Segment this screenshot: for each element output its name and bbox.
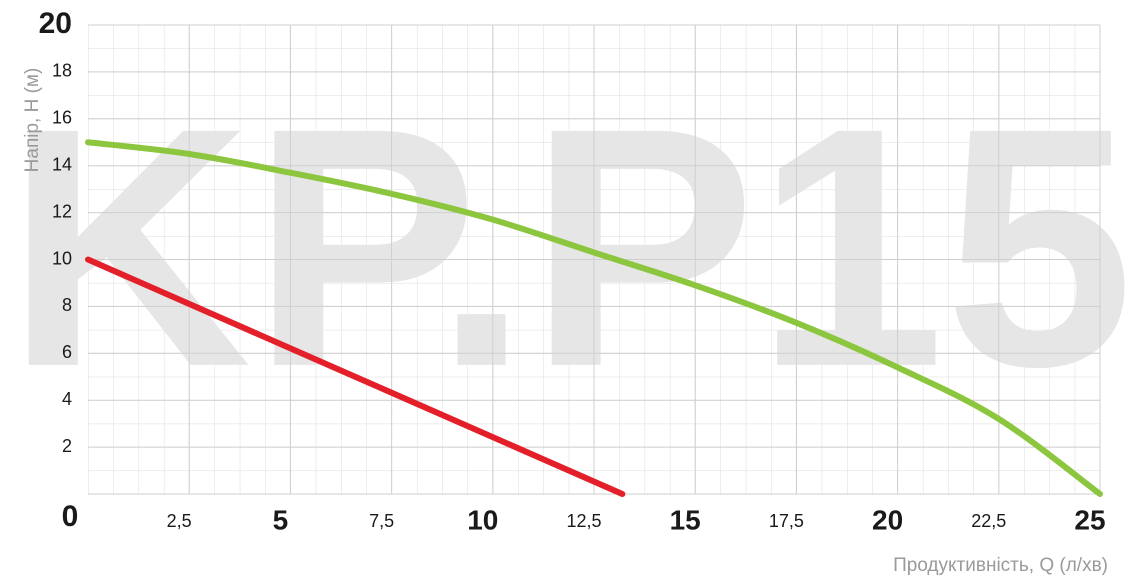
x-axis-label: Продуктивність, Q (л/хв) [893, 555, 1108, 576]
x-tick-label: 17,5 [769, 511, 804, 531]
y-tick-label: 2 [62, 436, 72, 456]
x-tick-label: 20 [872, 504, 903, 535]
y-axis-label: Напір, H (м) [22, 68, 43, 173]
y-tick-label: 8 [62, 295, 72, 315]
x-tick-label: 10 [467, 504, 498, 535]
x-tick-label: 2,5 [167, 511, 192, 531]
y-tick-label: 6 [62, 342, 72, 362]
x-tick-label: 12,5 [566, 511, 601, 531]
x-tick-label: 7,5 [369, 511, 394, 531]
watermark: KP.P15 [6, 58, 1126, 438]
y-tick-label: 14 [52, 154, 72, 174]
y-tick-label: 18 [52, 61, 72, 81]
curve [85, 256, 626, 497]
y-tick-label: 16 [52, 108, 72, 128]
x-tick-label: 22,5 [971, 511, 1006, 531]
curve [85, 139, 1103, 497]
y-tick-label: 20 [39, 7, 72, 40]
y-tick-label: 10 [52, 248, 72, 268]
y-tick-label: 4 [62, 389, 72, 409]
x-tick-label: 15 [670, 504, 701, 535]
y-tick-label: 12 [52, 201, 72, 221]
x-tick-label: 5 [273, 504, 289, 535]
y-tick-label: 0 [62, 500, 79, 533]
x-tick-label: 25 [1074, 504, 1105, 535]
